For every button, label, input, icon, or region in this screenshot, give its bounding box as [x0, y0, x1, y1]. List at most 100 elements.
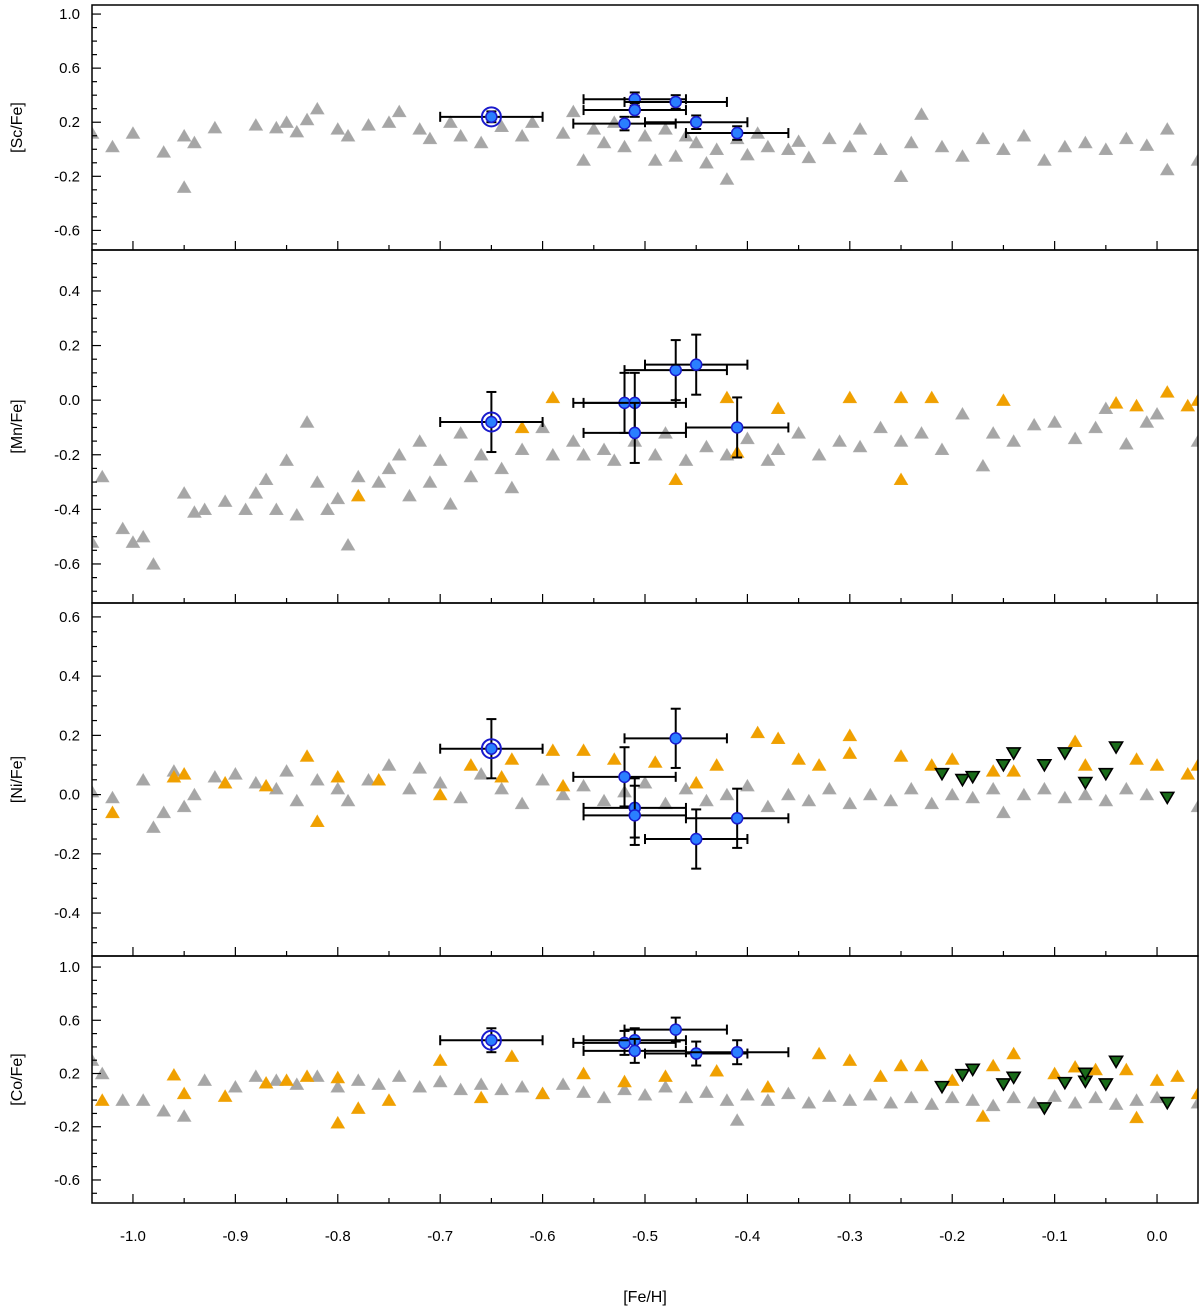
gray-triangle-point	[985, 1098, 1001, 1112]
gray-triangle-point	[473, 1077, 489, 1090]
orange-triangle-point	[975, 1109, 991, 1122]
y-tick-label: -0.2	[54, 168, 80, 185]
gray-triangle-point	[596, 442, 612, 455]
gray-triangle-point	[647, 447, 663, 461]
gray-triangle-point	[965, 790, 981, 804]
gray-triangle-point	[268, 781, 284, 795]
gray-triangle-point	[340, 128, 356, 142]
gray-triangle-point	[1190, 1095, 1198, 1109]
gray-triangle-point	[555, 126, 571, 139]
gray-triangle-point	[883, 1095, 899, 1109]
gray-triangle-point	[94, 469, 110, 483]
gray-triangle-point	[565, 104, 581, 118]
gray-triangle-point	[780, 1086, 796, 1100]
reference-star-ring	[480, 738, 502, 760]
gray-triangle-point	[381, 115, 397, 128]
gray-triangle-point	[924, 1097, 940, 1110]
gray-triangle-point	[432, 453, 448, 466]
gray-triangle-point	[463, 469, 479, 483]
gray-triangle-point	[1139, 787, 1155, 801]
gray-triangle-point	[176, 180, 192, 193]
orange-triangle-point	[617, 1074, 632, 1088]
orange-triangle-point	[1170, 1069, 1185, 1082]
program-star-point	[485, 110, 498, 124]
gray-triangle-point	[688, 135, 704, 149]
orange-triangle-point	[258, 778, 274, 792]
x-tick-label: -0.1	[1042, 1228, 1068, 1245]
orange-triangle-point	[1129, 752, 1144, 765]
gray-triangle-point	[309, 1069, 325, 1082]
gray-triangle-point	[955, 149, 970, 162]
orange-triangle-point	[473, 1090, 489, 1104]
y-tick-label: -0.4	[54, 501, 80, 518]
gray-triangle-point	[545, 447, 561, 461]
gray-triangle-point	[975, 458, 991, 472]
orange-triangle-point	[893, 390, 909, 404]
gray-triangle-point	[637, 775, 653, 789]
gray-triangle-point	[504, 480, 520, 494]
gray-triangle-point	[176, 486, 192, 499]
gray-triangle-point	[176, 1109, 192, 1122]
orange-triangle-point	[893, 472, 909, 486]
gray-triangle-point	[709, 142, 725, 155]
orange-triangle-point	[709, 1064, 725, 1077]
orange-triangle-point	[1077, 758, 1093, 771]
gray-triangle-point	[299, 415, 315, 428]
orange-triangle-point	[535, 1086, 550, 1100]
gray-triangle-point	[1108, 1097, 1124, 1110]
green-inverted-triangle-point	[964, 1063, 981, 1077]
gray-triangle-point	[740, 147, 755, 161]
orange-triangle-point	[176, 767, 192, 780]
gray-triangle-point	[279, 115, 294, 128]
gray-triangle-point	[1077, 787, 1093, 801]
program-star-point	[669, 1023, 682, 1036]
orange-triangle-point	[1067, 1060, 1083, 1073]
green-inverted-triangle-point	[995, 758, 1012, 773]
gray-triangle-point	[494, 1082, 510, 1096]
gray-triangle-point	[760, 453, 776, 466]
green-inverted-triangle-point	[964, 770, 981, 785]
gray-triangle-point	[934, 442, 950, 455]
gray-triangle-point	[217, 494, 233, 507]
gray-triangle-point	[494, 461, 510, 475]
orange-triangle-point	[1159, 385, 1175, 398]
gray-triangle-point	[391, 1069, 407, 1082]
gray-triangle-point	[658, 1079, 673, 1093]
gray-triangle-point	[494, 781, 510, 795]
gray-triangle-point	[207, 120, 223, 134]
gray-triangle-point	[443, 115, 458, 128]
gray-triangle-point	[719, 447, 735, 461]
gray-triangle-point	[1057, 790, 1073, 804]
gray-triangle-point	[187, 135, 202, 149]
green-inverted-triangle-point	[954, 1068, 971, 1083]
gray-triangle-point	[330, 122, 346, 135]
gray-triangle-point	[309, 475, 325, 488]
green-inverted-triangle-point	[1097, 767, 1114, 782]
gray-triangle-point	[391, 447, 407, 461]
gray-triangle-point	[115, 1093, 131, 1106]
gray-triangle-point	[514, 796, 530, 810]
orange-triangle-point	[658, 1069, 673, 1082]
orange-triangle-point	[1108, 396, 1124, 409]
gray-triangle-point	[289, 507, 305, 521]
gray-triangle-point	[740, 778, 755, 792]
green-inverted-triangle-point	[1056, 747, 1073, 761]
gray-triangle-point	[156, 805, 172, 819]
gray-triangle-point	[678, 453, 694, 466]
gray-triangle-point	[176, 799, 192, 813]
gray-triangle-point	[535, 772, 550, 786]
orange-triangle-point	[811, 758, 827, 771]
gray-triangle-point	[1016, 128, 1032, 142]
green-inverted-triangle-point	[1005, 1071, 1022, 1085]
gray-triangle-point	[729, 1113, 745, 1126]
gray-triangle-point	[996, 142, 1011, 155]
gray-triangle-point	[227, 1079, 243, 1093]
orange-triangle-point	[299, 749, 315, 762]
gray-triangle-point	[289, 1077, 305, 1090]
gray-triangle-point	[893, 434, 909, 447]
program-star-point	[689, 1047, 703, 1060]
orange-triangle-point	[1149, 1073, 1165, 1086]
y-tick-label: 1.0	[59, 6, 80, 23]
gray-triangle-point	[678, 1090, 694, 1104]
